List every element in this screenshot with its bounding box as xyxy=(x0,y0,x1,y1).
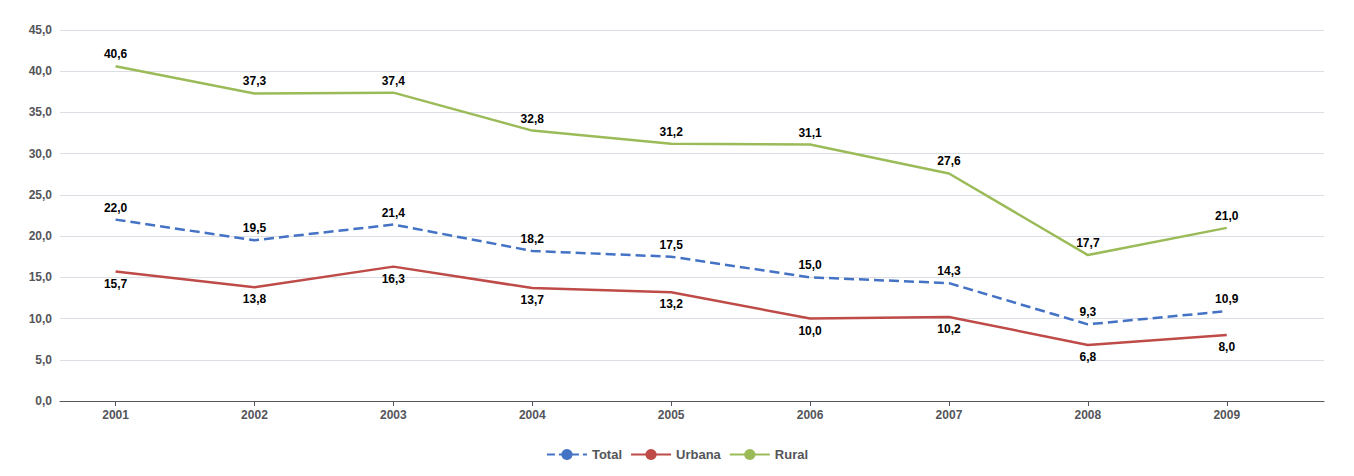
svg-text:2004: 2004 xyxy=(519,408,546,422)
svg-text:15,0: 15,0 xyxy=(798,258,822,272)
svg-text:40,6: 40,6 xyxy=(104,47,128,61)
svg-text:2009: 2009 xyxy=(1213,408,1240,422)
svg-text:10,9: 10,9 xyxy=(1215,292,1239,306)
svg-text:15,7: 15,7 xyxy=(104,277,128,291)
svg-text:20,0: 20,0 xyxy=(29,229,53,243)
svg-text:2008: 2008 xyxy=(1075,408,1102,422)
svg-text:37,3: 37,3 xyxy=(243,74,267,88)
svg-text:35,0: 35,0 xyxy=(29,105,53,119)
svg-text:45,0: 45,0 xyxy=(29,23,53,37)
svg-text:19,5: 19,5 xyxy=(243,221,267,235)
svg-text:27,6: 27,6 xyxy=(937,154,961,168)
svg-text:13,2: 13,2 xyxy=(659,297,683,311)
svg-text:2001: 2001 xyxy=(102,408,129,422)
svg-text:8,0: 8,0 xyxy=(1218,340,1235,354)
svg-text:2007: 2007 xyxy=(936,408,963,422)
svg-text:31,1: 31,1 xyxy=(798,126,822,140)
svg-text:Total: Total xyxy=(592,447,622,462)
svg-text:37,4: 37,4 xyxy=(382,74,406,88)
svg-text:Rural: Rural xyxy=(775,447,808,462)
svg-text:21,4: 21,4 xyxy=(382,206,406,220)
svg-text:14,3: 14,3 xyxy=(937,264,961,278)
svg-text:18,2: 18,2 xyxy=(521,232,545,246)
svg-text:0,0: 0,0 xyxy=(35,394,52,408)
svg-text:2002: 2002 xyxy=(241,408,268,422)
svg-text:9,3: 9,3 xyxy=(1080,305,1097,319)
svg-text:10,0: 10,0 xyxy=(29,312,53,326)
svg-text:40,0: 40,0 xyxy=(29,64,53,78)
svg-text:Urbana: Urbana xyxy=(676,447,722,462)
svg-text:25,0: 25,0 xyxy=(29,188,53,202)
svg-text:17,5: 17,5 xyxy=(659,238,683,252)
svg-text:6,8: 6,8 xyxy=(1080,350,1097,364)
svg-text:2005: 2005 xyxy=(658,408,685,422)
svg-text:15,0: 15,0 xyxy=(29,270,53,284)
svg-text:17,7: 17,7 xyxy=(1076,236,1100,250)
svg-text:21,0: 21,0 xyxy=(1215,209,1239,223)
svg-text:31,2: 31,2 xyxy=(659,125,683,139)
svg-text:16,3: 16,3 xyxy=(382,272,406,286)
svg-text:2006: 2006 xyxy=(797,408,824,422)
svg-text:32,8: 32,8 xyxy=(521,112,545,126)
svg-text:10,0: 10,0 xyxy=(798,324,822,338)
svg-text:13,7: 13,7 xyxy=(521,293,545,307)
svg-text:13,8: 13,8 xyxy=(243,292,267,306)
svg-text:10,2: 10,2 xyxy=(937,322,961,336)
svg-text:30,0: 30,0 xyxy=(29,147,53,161)
svg-text:2003: 2003 xyxy=(380,408,407,422)
svg-text:5,0: 5,0 xyxy=(35,353,52,367)
svg-text:22,0: 22,0 xyxy=(104,201,128,215)
